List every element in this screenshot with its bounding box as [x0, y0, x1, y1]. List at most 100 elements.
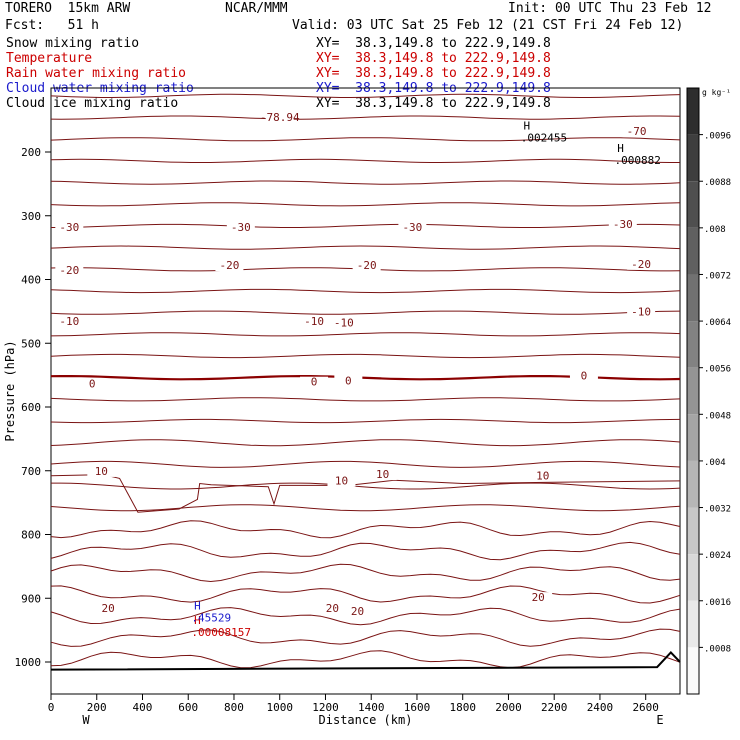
colorbar-swatch: [687, 554, 699, 601]
forecast-hour: Fcst: 51 h: [5, 18, 99, 33]
contour-label-bg: [352, 260, 381, 272]
colorbar-tick-label: .0056: [704, 365, 731, 375]
colorbar-tick-label: .0072: [704, 271, 731, 281]
temperature-contour-label: 0: [89, 378, 96, 391]
colorbar-tick-label: .0016: [704, 598, 731, 608]
x-tick-label: 800: [224, 701, 244, 714]
temperature-contour-label: -10: [59, 315, 79, 328]
x-tick-label: 2200: [541, 701, 568, 714]
temperature-contour-label: -30: [231, 221, 251, 234]
colorbar-tick-label: .0048: [704, 411, 731, 421]
x-tick-label: 1400: [358, 701, 385, 714]
temperature-contour-label: -70: [627, 125, 647, 138]
y-tick-label: 300: [21, 210, 41, 223]
temperature-contour-label: 0: [311, 376, 318, 389]
field-name-snow: Snow mixing ratio: [6, 36, 140, 51]
temperature-contour-label: -78.94: [260, 111, 300, 124]
isotherm-line: [50, 460, 681, 468]
end-label-left: W: [82, 713, 90, 727]
colorbar-swatch: [687, 227, 699, 275]
contour-label-bg: [87, 465, 116, 477]
colorbar-swatch: [687, 134, 699, 182]
x-tick-label: 400: [133, 701, 153, 714]
x-tick-label: 2400: [587, 701, 614, 714]
contour-label-bg: [215, 260, 244, 272]
temperature-contour-label: -30: [59, 221, 79, 234]
field-name-rain: Rain water mixing ratio: [6, 66, 187, 81]
temperature-contour-label: 10: [536, 469, 549, 482]
init-time: Init: 00 UTC Thu 23 Feb 12: [508, 1, 712, 16]
colorbar-swatch: [687, 367, 699, 415]
contour-label-bg: [94, 603, 123, 614]
contour-label-bg: [343, 606, 372, 618]
contour-label-bg: [334, 375, 363, 387]
contour-label-bg: [300, 376, 329, 388]
isotherm-line: [51, 223, 681, 228]
contour-label-bg: [524, 592, 553, 604]
contour-label-bg: [265, 112, 294, 124]
isotherm-line: [51, 482, 681, 490]
temperature-contour-label: 10: [95, 465, 108, 478]
colorbar-tick-label: .0024: [704, 551, 731, 561]
extremum-marker: H: [194, 600, 201, 613]
temperature-contour-label: -20: [631, 258, 651, 271]
isotherm-line: [50, 115, 681, 120]
isotherm-line: [50, 504, 681, 512]
field-name-cloud-ice: Cloud ice mixing ratio: [6, 96, 179, 111]
isotherm-line: [50, 585, 681, 604]
y-tick-label: 1000: [15, 656, 42, 669]
isotherm-line: [50, 332, 681, 337]
model-name: TORERO 15km ARW: [5, 1, 131, 16]
y-tick-label: 600: [21, 401, 41, 414]
x-tick-label: 2000: [495, 701, 522, 714]
temperature-contour-label: -10: [304, 315, 324, 328]
contour-label-bg: [528, 470, 557, 482]
extremum-value: .45529: [191, 612, 231, 625]
contour-label-bg: [327, 475, 356, 487]
y-tick-label: 800: [21, 529, 41, 542]
colorbar-swatch: [687, 321, 699, 368]
temperature-contour-label: 10: [376, 468, 389, 481]
x-tick-label: 200: [87, 701, 107, 714]
colorbar-swatch: [687, 88, 699, 135]
colorbar-tick-label: .0064: [704, 318, 731, 328]
isotherm-line: [50, 563, 681, 583]
x-tick-label: 2600: [632, 701, 659, 714]
isotherm-10-line: [50, 474, 681, 513]
y-tick-label: 200: [21, 146, 41, 159]
x-axis-title: Distance (km): [319, 713, 413, 727]
extremum-marker: H: [617, 142, 624, 155]
colorbar-swatch: [687, 181, 699, 228]
isotherm-line: [50, 607, 681, 626]
isotherm-line: [50, 520, 681, 539]
contour-label-bg: [300, 316, 329, 328]
colorbar-tick-label: .0008: [704, 644, 731, 654]
temperature-contour-label: 20: [326, 602, 339, 615]
contour-label-bg: [55, 221, 84, 233]
contour-label-bg: [55, 265, 84, 277]
isotherm-line: [50, 93, 681, 98]
isotherm-line: [50, 353, 681, 359]
colorbar-swatch: [687, 274, 699, 322]
x-tick-label: 1800: [449, 701, 476, 714]
isotherm-line: [50, 202, 681, 207]
isotherm-line: [50, 245, 681, 250]
extremum-value: .000882: [615, 154, 661, 167]
temperature-contour-label: 10: [335, 475, 348, 488]
isotherm-line: [50, 541, 681, 561]
isotherm-line: [50, 439, 681, 447]
x-tick-label: 0: [48, 701, 55, 714]
center-name: NCAR/MMM: [225, 1, 288, 16]
contour-label-bg: [368, 469, 397, 481]
contour-label-bg: [55, 316, 84, 328]
temperature-contour-label: -20: [59, 264, 79, 277]
contour-label-bg: [398, 221, 427, 233]
temperature-contour-label: -10: [334, 316, 354, 329]
colorbar-swatch: [687, 414, 699, 461]
colorbar-frame: [686, 87, 700, 695]
terrain-line: [50, 650, 681, 671]
extremum-value: .002455: [521, 132, 567, 145]
isotherm-line: [50, 650, 681, 669]
temperature-contour-label: 0: [345, 374, 352, 387]
isotherm-line: [50, 180, 681, 185]
